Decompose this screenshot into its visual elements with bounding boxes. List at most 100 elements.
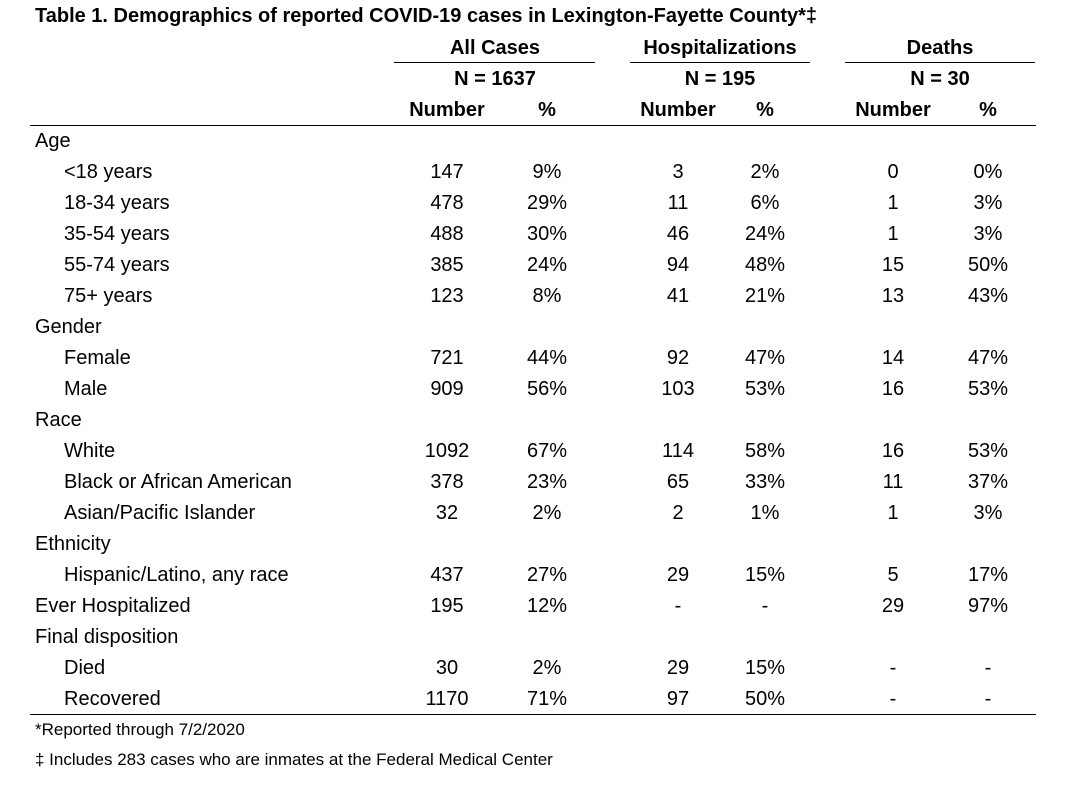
row-label: 18-34 years: [64, 192, 170, 214]
table-cell: 33%: [744, 471, 786, 493]
table-cell: 909: [430, 378, 464, 400]
table-cell: 29: [666, 657, 690, 679]
table-cell: 8%: [532, 285, 562, 307]
subheader-number-deaths: Number: [855, 99, 931, 121]
table-cell: 48%: [744, 254, 786, 276]
category-label: Ethnicity: [35, 533, 111, 555]
row-label: Died: [64, 657, 106, 679]
table-cell: 195: [430, 595, 464, 617]
row-label: 35-54 years: [64, 223, 170, 245]
table-cell: 21%: [744, 285, 786, 307]
table-cell: 1170: [425, 688, 469, 710]
table-cell: 30: [435, 657, 459, 679]
table-cell: 3%: [973, 502, 1003, 524]
table-cell: 103: [661, 378, 695, 400]
group-all-cases-underline: [394, 62, 595, 63]
table-cell: 123: [430, 285, 464, 307]
table-cell: -: [761, 595, 769, 617]
table-cell: 1092: [424, 440, 470, 462]
table-cell: -: [889, 657, 897, 679]
table-cell: 437: [430, 564, 464, 586]
table-cell: 1%: [750, 502, 780, 524]
table-cell: 29: [666, 564, 690, 586]
table-cell: 3%: [973, 192, 1003, 214]
table-cell: 92: [666, 347, 690, 369]
table-cell: 29: [881, 595, 905, 617]
table-cell: 97%: [967, 595, 1009, 617]
table-cell: 32: [435, 502, 459, 524]
bottom-rule: [30, 714, 1036, 715]
table-cell: 53%: [967, 440, 1009, 462]
table-cell: -: [984, 688, 992, 710]
table-title: Table 1. Demographics of reported COVID-…: [35, 5, 818, 27]
table-cell: 37%: [967, 471, 1009, 493]
table-cell: 24%: [744, 223, 786, 245]
table-cell: 378: [430, 471, 464, 493]
row-label: Ever Hospitalized: [35, 595, 191, 617]
table-cell: 0%: [973, 161, 1003, 183]
table-cell: 29%: [526, 192, 568, 214]
group-deaths-n: N = 30: [910, 68, 970, 90]
table-cell: 16: [881, 378, 905, 400]
footnote-inmates: ‡ Includes 283 cases who are inmates at …: [35, 750, 553, 769]
table-cell: 1: [887, 192, 899, 214]
table-cell: 2%: [750, 161, 780, 183]
group-deaths-underline: [845, 62, 1035, 63]
row-label: Recovered: [64, 688, 161, 710]
table-cell: 15%: [744, 564, 786, 586]
group-all-cases-label: All Cases: [449, 37, 541, 59]
subheader-number-all: Number: [409, 99, 485, 121]
group-hospitalizations-label: Hospitalizations: [643, 37, 797, 59]
table-cell: 30%: [526, 223, 568, 245]
table-cell: -: [889, 688, 897, 710]
table-cell: 16: [881, 440, 905, 462]
category-label: Final disposition: [35, 626, 179, 648]
table-cell: 3: [672, 161, 684, 183]
row-label: Hispanic/Latino, any race: [64, 564, 289, 586]
table-cell: 41: [666, 285, 690, 307]
table-cell: 1: [887, 223, 899, 245]
table-cell: 44%: [526, 347, 568, 369]
group-hospitalizations-n: N = 195: [684, 68, 756, 90]
table-cell: 15: [881, 254, 905, 276]
row-label: 75+ years: [64, 285, 153, 307]
category-label: Race: [35, 409, 82, 431]
table-cell: 114: [662, 440, 694, 462]
table-cell: 3%: [973, 223, 1003, 245]
table-cell: 385: [430, 254, 464, 276]
table-cell: 53%: [744, 378, 786, 400]
table-cell: 0: [887, 161, 899, 183]
table-cell: 13: [881, 285, 905, 307]
group-all-cases-n: N = 1637: [454, 68, 536, 90]
category-label: Gender: [35, 316, 102, 338]
table-cell: -: [674, 595, 682, 617]
header-rule: [30, 125, 1036, 126]
table-cell: 12%: [526, 595, 568, 617]
row-label: White: [64, 440, 116, 462]
row-label: Female: [64, 347, 131, 369]
row-label: <18 years: [64, 161, 153, 183]
table-cell: 50%: [744, 688, 786, 710]
table-cell: 47%: [967, 347, 1009, 369]
footnote-reported-through: *Reported through 7/2/2020: [35, 720, 245, 739]
subheader-percent-all: %: [538, 99, 556, 121]
group-hospitalizations-underline: [630, 62, 810, 63]
table-cell: 46: [666, 223, 690, 245]
table-cell: 17%: [967, 564, 1009, 586]
table-cell: 2: [672, 502, 684, 524]
row-label: Asian/Pacific Islander: [64, 502, 256, 524]
table-cell: 23%: [526, 471, 568, 493]
subheader-percent-deaths: %: [979, 99, 997, 121]
table-cell: 9%: [532, 161, 562, 183]
table-cell: 67%: [526, 440, 568, 462]
subheader-number-hosp: Number: [640, 99, 716, 121]
table-cell: -: [984, 657, 992, 679]
table-cell: 58%: [744, 440, 786, 462]
category-label: Age: [35, 130, 71, 152]
table-cell: 50%: [967, 254, 1009, 276]
table-cell: 15%: [744, 657, 786, 679]
table-cell: 27%: [526, 564, 568, 586]
table-cell: 47%: [744, 347, 786, 369]
subheader-percent-hosp: %: [756, 99, 774, 121]
table-cell: 94: [666, 254, 690, 276]
